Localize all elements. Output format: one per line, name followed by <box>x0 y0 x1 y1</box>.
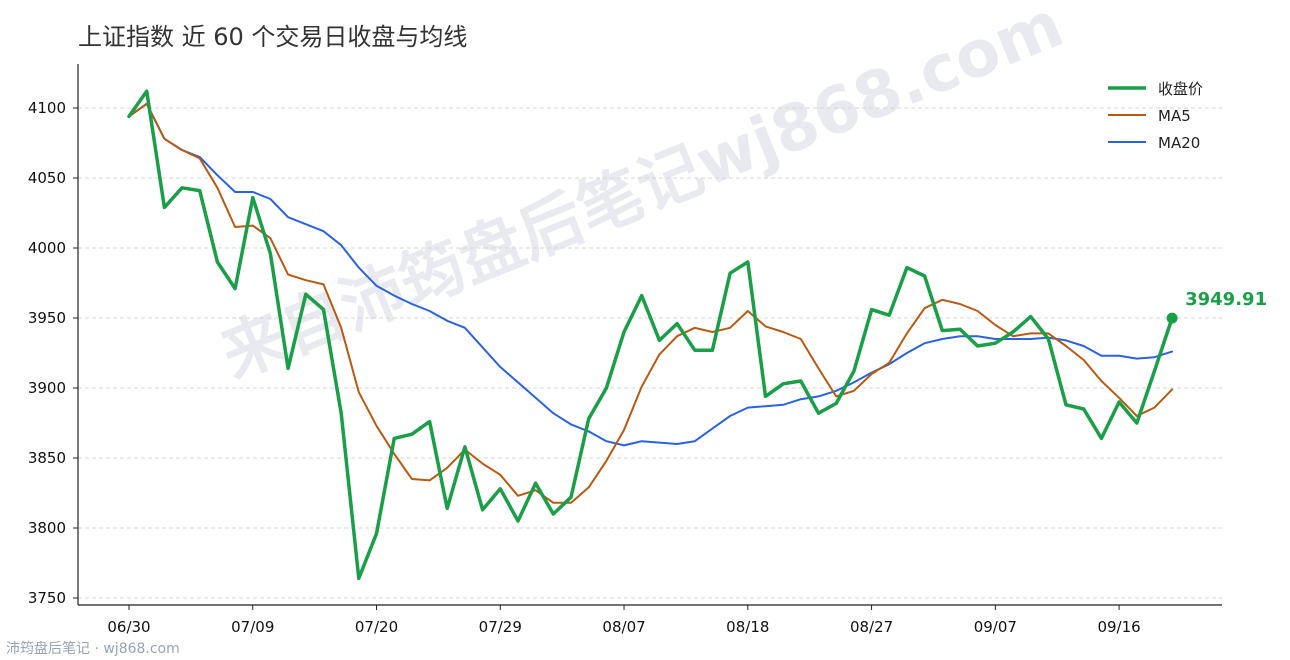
x-tick-label: 08/27 <box>850 618 893 636</box>
axes: 3750 3800 3850 3900 3950 4000 4050 4100 06/30 07/… <box>28 64 1222 636</box>
last-close-point <box>1166 312 1178 324</box>
footer-credit: 沛筠盘后笔记 · wj868.com <box>6 641 180 657</box>
y-tick-label: 3850 <box>28 449 66 467</box>
x-tick-label: 08/07 <box>602 618 645 636</box>
series-line-ma5 <box>128 102 1174 504</box>
legend-label: MA5 <box>1158 107 1191 125</box>
x-tick-label: 06/30 <box>107 618 150 636</box>
y-tick-label: 4000 <box>28 239 66 257</box>
series-group: 3949.91 <box>127 89 1267 581</box>
y-tick-label: 4100 <box>28 99 66 117</box>
x-tick-label: 09/16 <box>1097 618 1140 636</box>
series-line-close <box>127 89 1174 581</box>
legend-label: MA20 <box>1158 134 1200 152</box>
watermark: 来自沛筠盘后笔记wj868.com <box>211 0 1073 393</box>
x-tick-label: 07/20 <box>355 618 398 636</box>
last-close-label: 3949.91 <box>1185 289 1267 310</box>
x-tick-label: 09/07 <box>974 618 1017 636</box>
legend-label: 收盘价 <box>1158 80 1203 98</box>
y-tick-label: 3750 <box>28 589 66 607</box>
x-tick-label: 08/18 <box>726 618 769 636</box>
legend: 收盘价 MA5 MA20 <box>1108 80 1203 152</box>
x-tick-label: 07/29 <box>479 618 522 636</box>
chart-title: 上证指数 近 60 个交易日收盘与均线 <box>78 23 467 51</box>
series-line-ma20 <box>128 102 1174 447</box>
y-tick-label: 3800 <box>28 519 66 537</box>
y-tick-label: 3900 <box>28 379 66 397</box>
y-tick-label: 4050 <box>28 169 66 187</box>
x-tick-label: 07/09 <box>231 618 274 636</box>
y-tick-label: 3950 <box>28 309 66 327</box>
